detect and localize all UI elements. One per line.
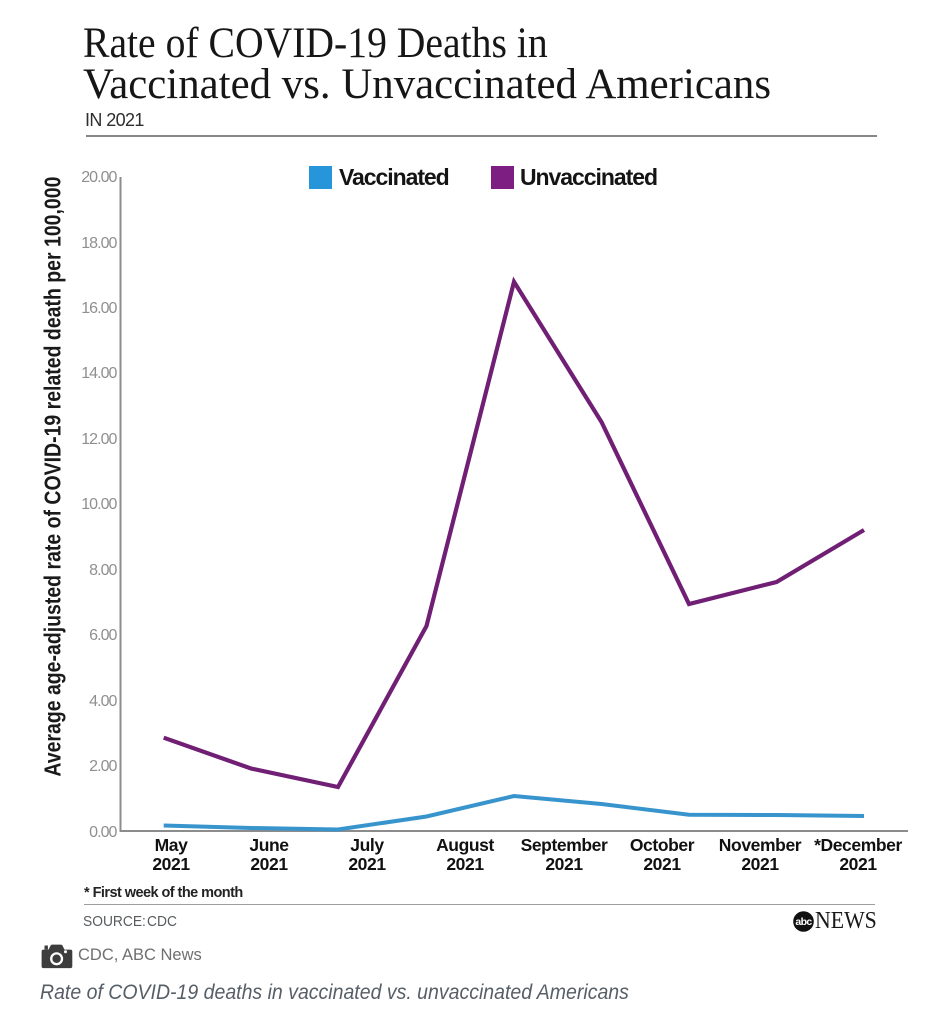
svg-text:Average age-adjusted rate of C: Average age-adjusted rate of COVID-19 re… [40, 177, 66, 777]
svg-text:abc: abc [795, 916, 812, 928]
